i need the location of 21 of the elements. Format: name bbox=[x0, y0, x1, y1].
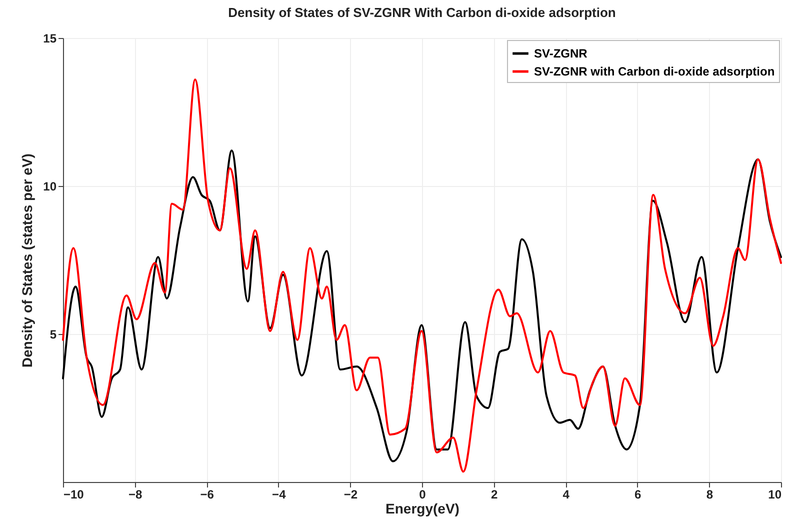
x-tick-label: 0 bbox=[419, 488, 426, 502]
x-tick-label: −8 bbox=[128, 488, 142, 502]
x-tick-label: 4 bbox=[562, 488, 570, 502]
legend-label: SV-ZGNR with Carbon di-oxide adsorption bbox=[534, 64, 775, 78]
line-series bbox=[62, 78, 782, 473]
y-tick-label: 10 bbox=[43, 180, 57, 194]
x-tick-label: −10 bbox=[64, 488, 84, 502]
x-tick-label: 8 bbox=[706, 488, 714, 502]
x-tick-label: −6 bbox=[200, 488, 214, 502]
x-tick-label: 6 bbox=[634, 488, 642, 502]
x-axis-title: Energy(eV) bbox=[386, 500, 460, 516]
chart-title: Density of States of SV-ZGNR With Carbon di-oxide adsorption bbox=[228, 5, 616, 20]
x-tick-label: 2 bbox=[490, 488, 498, 502]
x-tick-label: −4 bbox=[272, 488, 286, 502]
y-axis-title: Density of States (states per eV) bbox=[19, 154, 36, 368]
x-tick-label: −2 bbox=[344, 488, 358, 502]
y-tick-label: 5 bbox=[50, 328, 57, 342]
x-tick-label: 10 bbox=[768, 488, 782, 502]
line-series bbox=[62, 149, 782, 462]
y-tick-label: 15 bbox=[43, 32, 57, 46]
legend-label: SV-ZGNR bbox=[534, 46, 588, 60]
